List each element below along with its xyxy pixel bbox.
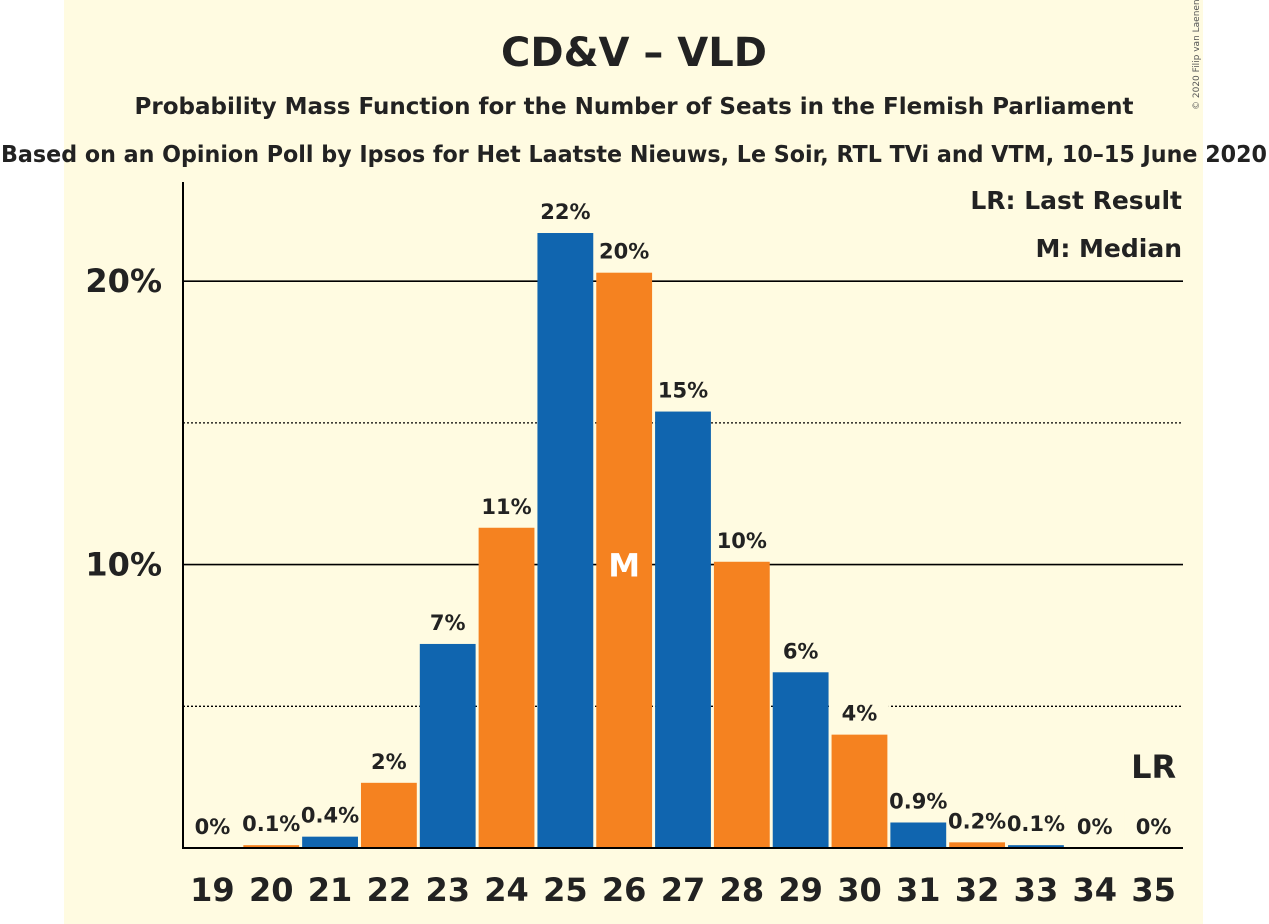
bar-seat-21 xyxy=(302,836,358,848)
legend-last-result: LR: Last Result xyxy=(970,186,1182,215)
x-tick-label: 28 xyxy=(720,871,765,909)
bars-group xyxy=(183,193,1183,849)
data-label-seat-30: 4% xyxy=(842,702,878,726)
bar-label-backdrop xyxy=(477,487,536,518)
x-tick-label: 27 xyxy=(661,871,706,909)
bar-seat-31 xyxy=(890,822,947,848)
bar-seat-33 xyxy=(1008,845,1064,848)
data-label-seat-28: 10% xyxy=(717,529,767,553)
data-label-seat-19: 0% xyxy=(195,815,231,839)
data-label-seat-25: 22% xyxy=(540,200,590,224)
chart-title: CD&V – VLD xyxy=(501,30,767,76)
bar-label-backdrop xyxy=(712,521,772,552)
data-label-seat-20: 0.1% xyxy=(242,812,300,836)
bar-label-backdrop xyxy=(653,371,713,402)
data-label-seat-24: 11% xyxy=(481,495,531,519)
bar-seat-26 xyxy=(596,272,653,849)
data-label-seat-23: 7% xyxy=(430,611,466,635)
x-tick-label: 34 xyxy=(1072,871,1117,909)
data-labels-group: 0% 0.1% 0.4%2%7%11%22%20%M15%10%6%4%0.9%0.… xyxy=(195,200,1177,839)
bar-label-backdrop xyxy=(947,802,1007,833)
bar-label-backdrop xyxy=(830,694,889,725)
data-label-seat-29: 6% xyxy=(783,639,819,663)
data-label-seat-33: 0.1% xyxy=(1007,812,1065,836)
data-label-seat-34: 0% xyxy=(1077,815,1113,839)
x-tick-label: 26 xyxy=(602,871,647,909)
bar-label-backdrop xyxy=(1065,808,1125,838)
x-tick-label: 20 xyxy=(249,871,294,909)
bar-label-backdrop xyxy=(359,742,419,773)
legend-median: M: Median xyxy=(1035,234,1182,263)
bar-seat-25 xyxy=(537,233,594,849)
bar-seat-22 xyxy=(360,782,417,848)
bar-seat-27 xyxy=(655,411,711,848)
x-tick-label: 29 xyxy=(778,871,823,909)
copyright-note: © 2020 Filip van Laenen xyxy=(1192,0,1202,110)
x-tick-label: 33 xyxy=(1014,871,1059,909)
chart-subtitle-poll: Based on an Opinion Poll by Ipsos for He… xyxy=(1,142,1267,168)
bar-seat-24 xyxy=(478,527,535,848)
x-tick-label: 32 xyxy=(955,871,1000,909)
x-tick-label: 23 xyxy=(425,871,470,909)
data-label-seat-27: 15% xyxy=(658,379,708,403)
x-tick-label: 31 xyxy=(896,871,941,909)
bar-label-backdrop xyxy=(183,808,242,838)
bar-label-backdrop xyxy=(418,603,478,634)
bar-label-backdrop xyxy=(535,193,595,224)
data-label-seat-31: 0.9% xyxy=(889,789,947,813)
bar-seat-28 xyxy=(713,561,770,848)
bar-label-backdrop xyxy=(771,632,831,663)
x-tick-label: 25 xyxy=(543,871,588,909)
bar-label-backdrop xyxy=(594,232,654,263)
y-tick-label: 20% xyxy=(85,262,162,300)
last-result-marker: LR xyxy=(1131,748,1176,786)
chart-subtitle: Probability Mass Function for the Number… xyxy=(135,94,1134,120)
bar-label-backdrop xyxy=(241,805,301,836)
x-tick-label: 21 xyxy=(308,871,353,909)
bar-label-backdrop xyxy=(888,782,948,813)
bar-label-backdrop xyxy=(1124,808,1183,838)
data-label-seat-26: 20% xyxy=(599,240,649,264)
y-tick-labels: 10% 20% xyxy=(85,262,162,583)
x-tick-label: 35 xyxy=(1131,871,1176,909)
y-tick-label: 10% xyxy=(85,546,162,584)
data-label-seat-22: 2% xyxy=(371,750,407,774)
x-tick-label: 22 xyxy=(367,871,412,909)
bar-seat-29 xyxy=(772,672,829,848)
x-tick-label: 19 xyxy=(190,871,235,909)
bar-seat-20 xyxy=(243,845,300,848)
median-marker: M xyxy=(608,547,640,585)
data-label-seat-32: 0.2% xyxy=(948,809,1006,833)
data-label-seat-21: 0.4% xyxy=(301,804,359,828)
x-tick-label: 30 xyxy=(837,871,882,909)
bar-label-backdrop xyxy=(300,796,360,827)
bar-label-backdrop xyxy=(1006,805,1066,836)
x-tick-labels: 19 20 21 22 23 24 25 26 27 28 29 30 31 32 33 34 35 xyxy=(190,871,1176,909)
bar-seat-30 xyxy=(831,734,888,848)
x-tick-label: 24 xyxy=(484,871,529,909)
bar-seat-23 xyxy=(419,643,476,848)
data-label-seat-35: 0% xyxy=(1136,815,1172,839)
bar-seat-32 xyxy=(949,842,1006,848)
